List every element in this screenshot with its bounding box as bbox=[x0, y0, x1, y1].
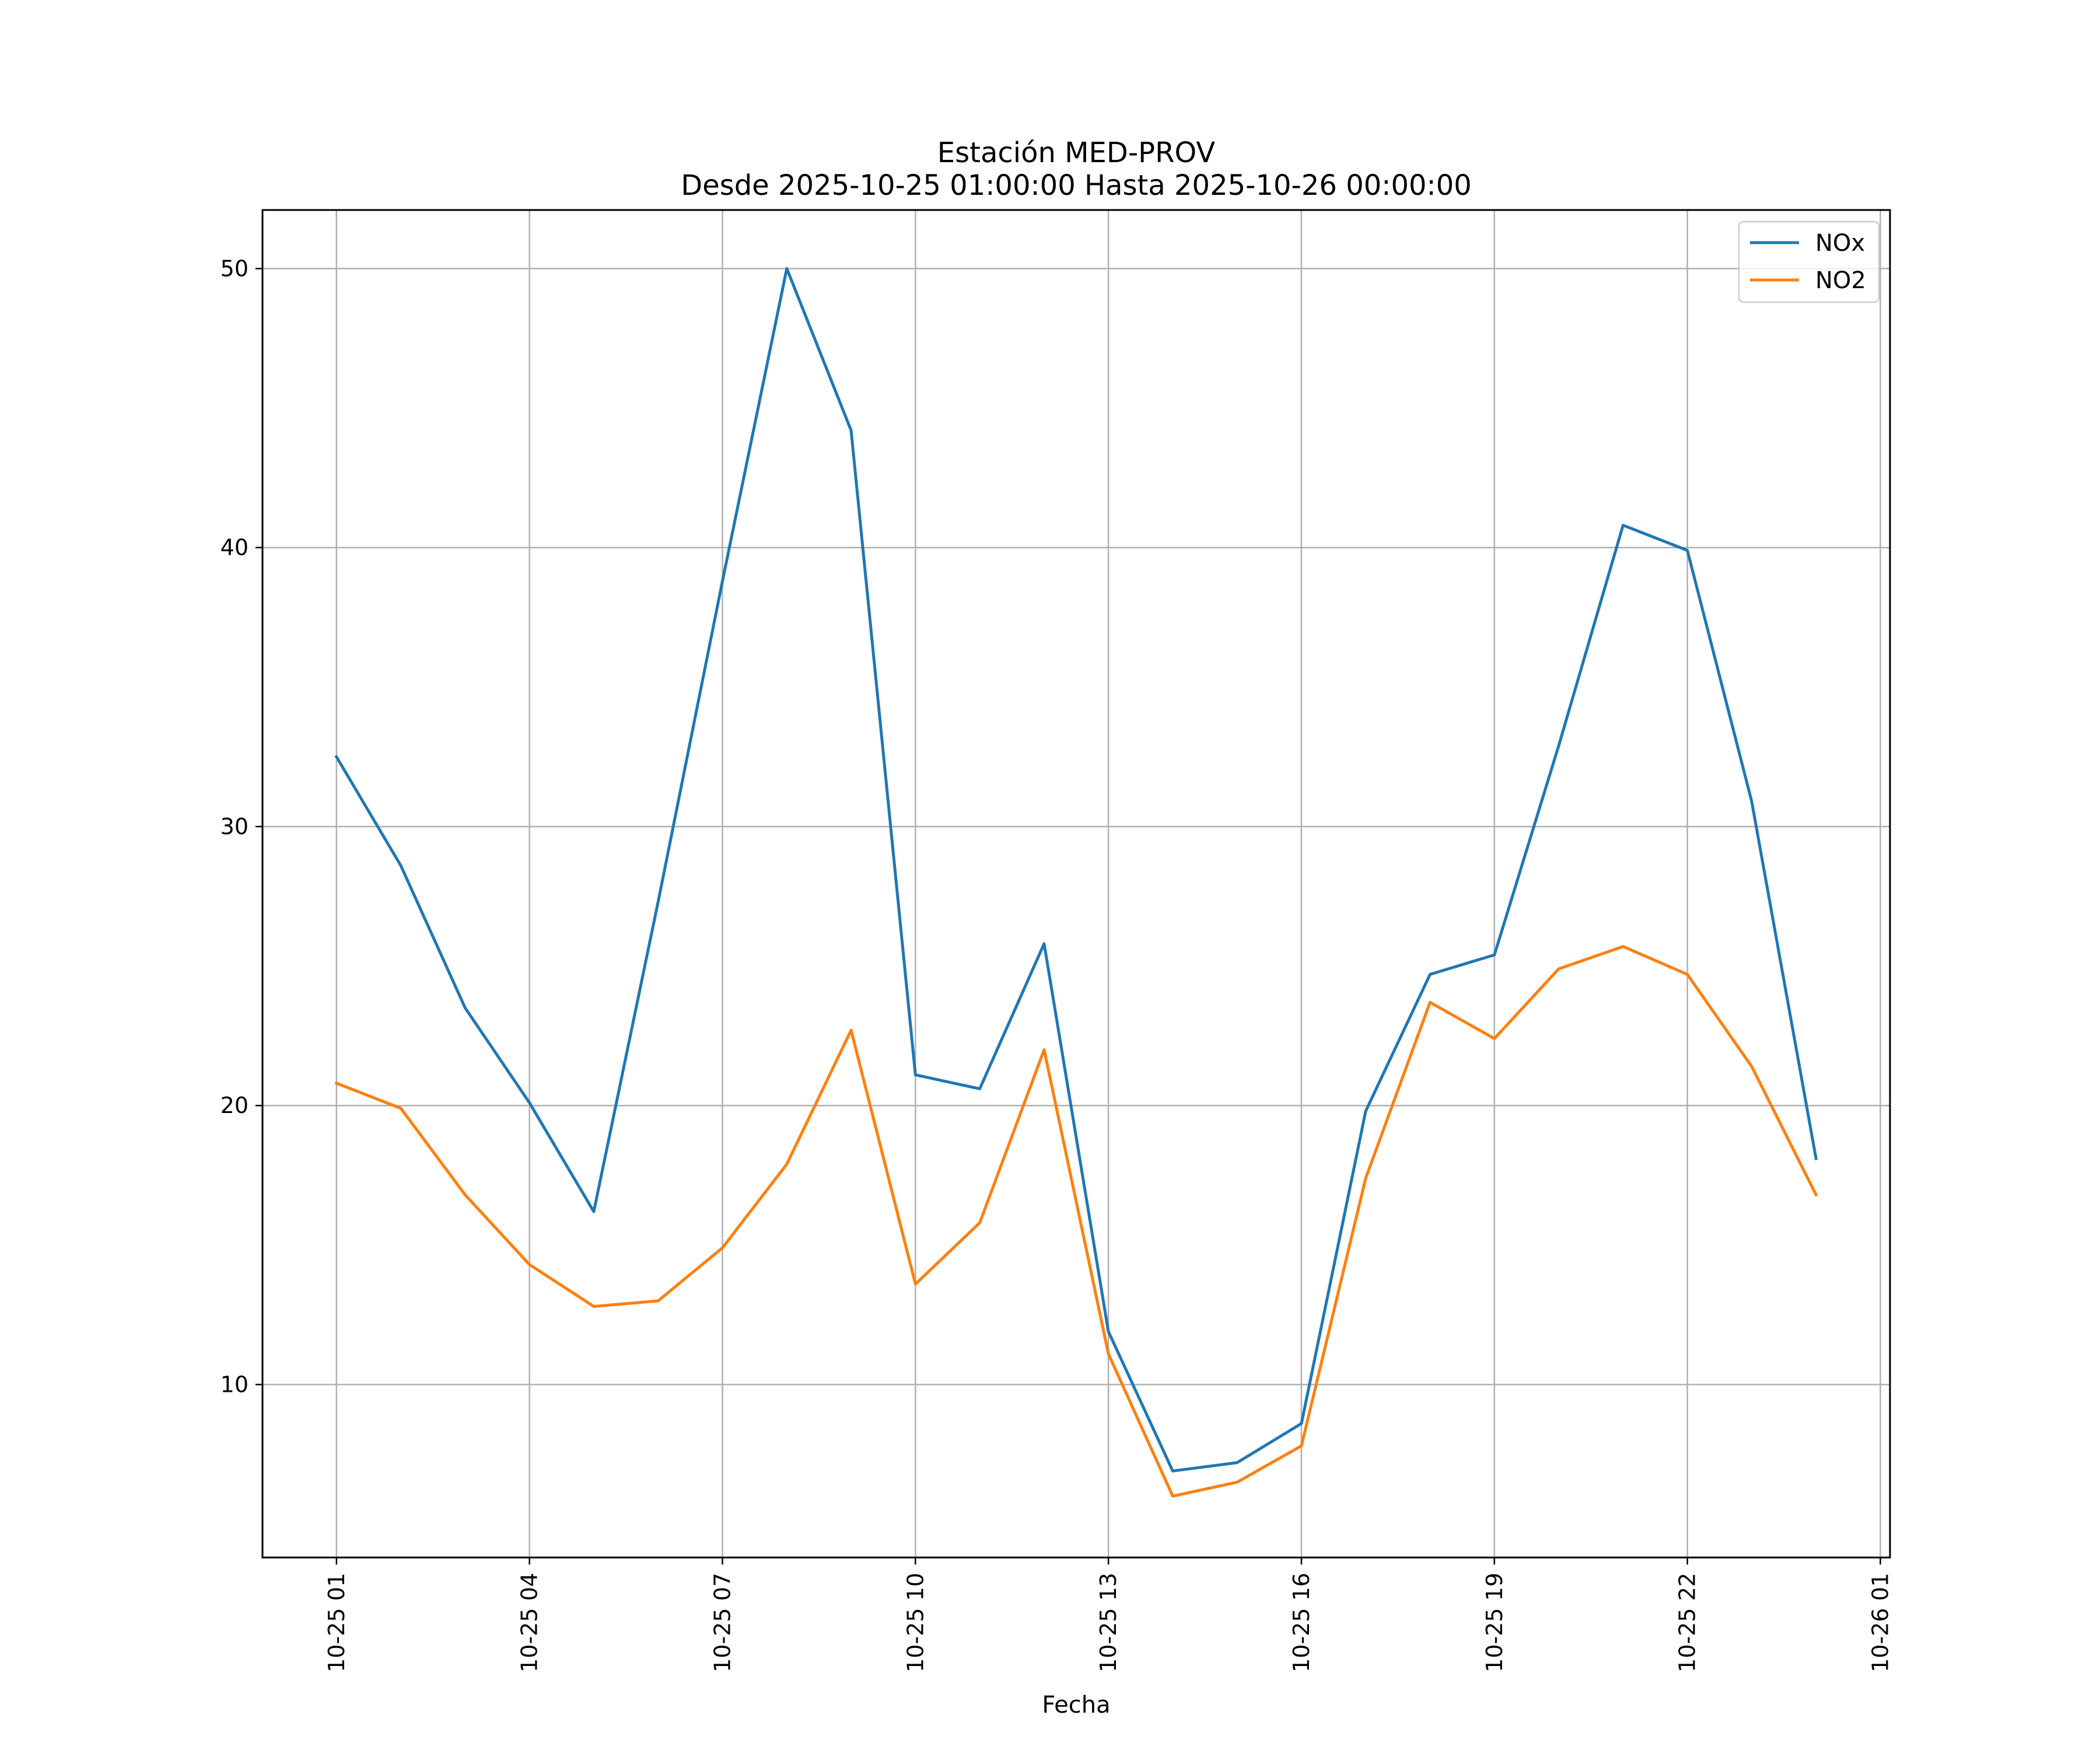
x-tick-label: 10-26 01 bbox=[1867, 1573, 1893, 1672]
plot-frame bbox=[261, 209, 1891, 1559]
y-tick-label: 10 bbox=[220, 1371, 249, 1397]
y-tick-label: 40 bbox=[220, 535, 249, 561]
chart-title: Estación MED-PROV bbox=[937, 136, 1216, 169]
x-tick-label: 10-25 16 bbox=[1289, 1573, 1314, 1672]
series-line-no2 bbox=[334, 945, 1818, 1498]
grid bbox=[262, 210, 1890, 1558]
x-tick-label: 10-25 04 bbox=[517, 1573, 542, 1672]
x-tick-label: 10-25 10 bbox=[902, 1573, 928, 1672]
x-tick-label: 10-25 19 bbox=[1482, 1573, 1507, 1672]
x-axis-label: Fecha bbox=[1042, 1692, 1110, 1718]
legend-label-nox: NOx bbox=[1815, 230, 1865, 257]
x-tick-label: 10-25 07 bbox=[709, 1573, 735, 1672]
y-tick-label: 20 bbox=[220, 1093, 249, 1118]
y-tick-label: 50 bbox=[220, 256, 249, 281]
ticks: 10-25 01 10-25 04 10-25 07 10-25 10 10-25 13… bbox=[220, 256, 1894, 1672]
x-tick-label: 10-25 22 bbox=[1675, 1573, 1700, 1672]
x-tick-label: 10-25 13 bbox=[1096, 1573, 1121, 1672]
series-line-nox bbox=[334, 267, 1818, 1473]
series-lines bbox=[334, 267, 1818, 1498]
chart-subtitle: Desde 2025-10-25 01:00:00 Hasta 2025-10-… bbox=[681, 169, 1472, 202]
y-tick-label: 30 bbox=[220, 814, 249, 839]
legend-label-no2: NO2 bbox=[1815, 267, 1866, 294]
legend: NOx NO2 bbox=[1738, 220, 1880, 303]
x-tick-label: 10-25 01 bbox=[324, 1573, 349, 1672]
